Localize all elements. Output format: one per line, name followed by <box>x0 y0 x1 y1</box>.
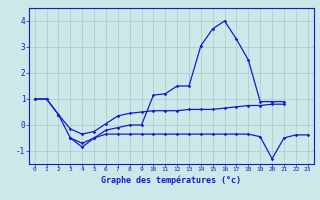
X-axis label: Graphe des températures (°c): Graphe des températures (°c) <box>101 175 241 185</box>
